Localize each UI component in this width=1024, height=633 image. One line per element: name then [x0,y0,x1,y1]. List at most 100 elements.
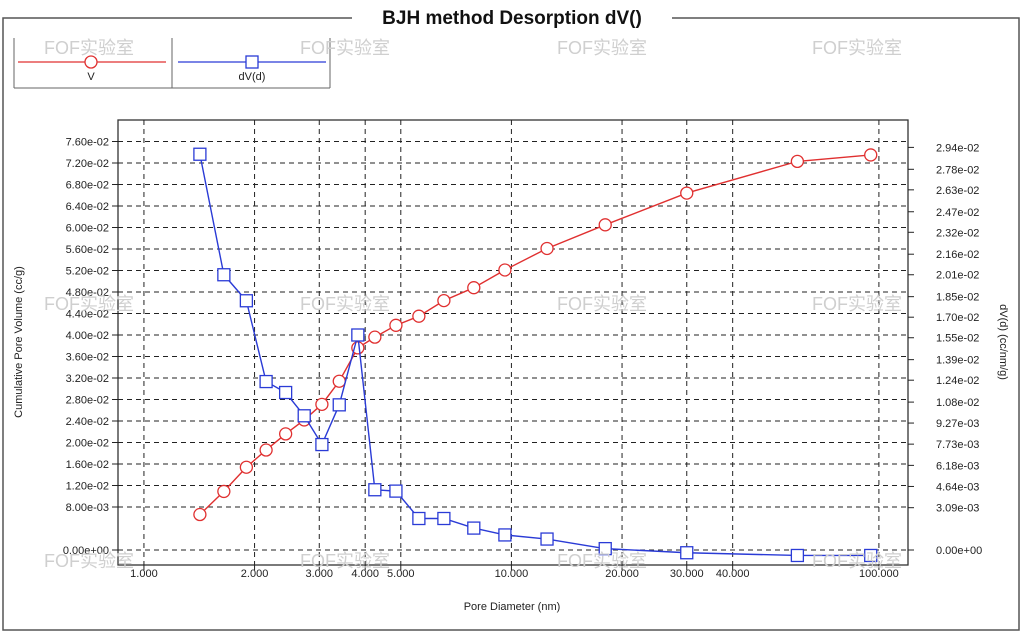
data-point-dvd [467,521,481,535]
x-axis-label: Pore Diameter (nm) [464,601,561,613]
y-axis-right: 0.00e+00 3.09e-03 4.64e-03 6.18e-03 7.73e-03… [908,142,982,557]
y-left-tick-label: 6.80e-02 [66,180,109,192]
legend-v-label: V [87,71,95,83]
y-right-tick-label: 2.78e-02 [936,164,979,176]
watermark: FOF实验室 [812,294,902,314]
y-right-tick-label: 3.09e-03 [936,503,979,515]
x-tick-label: 3.000 [306,568,334,580]
y-right-tick-label: 2.01e-02 [936,270,979,282]
y-right-tick-label: 2.16e-02 [936,249,979,261]
y-left-tick-label: 5.60e-02 [66,244,109,256]
data-point-dvd [498,528,512,542]
y-right-tick-label: 2.47e-02 [936,207,979,219]
legend-item-v: V [18,55,166,83]
watermarks: FOF实验室 FOF实验室 FOF实验室 FOF实验室 FOF实验室 FOF实验… [44,38,902,571]
data-point-dvd [680,546,694,560]
title-background [352,6,672,30]
y-left-tick-label: 1.20e-02 [66,481,109,493]
y-right-tick-label: 1.08e-02 [936,397,979,409]
data-point-dvd [790,548,805,563]
y-left-tick-label: 5.20e-02 [66,266,109,278]
data-point-v [680,186,694,200]
data-point-dvd [315,437,329,452]
legend: V dV(d) [13,38,331,89]
data-point-v [598,218,612,232]
data-point-dvd [437,511,451,526]
y-left-tick-label: 4.40e-02 [66,309,109,321]
x-tick-label: 30.000 [670,568,704,580]
watermark: FOF实验室 [300,38,390,58]
watermark: FOF实验室 [44,294,134,314]
y-left-tick-label: 3.20e-02 [66,373,109,385]
y-left-tick-label: 7.60e-02 [66,137,109,149]
data-point-v [790,154,805,169]
y-right-tick-label: 1.70e-02 [936,312,979,324]
watermark: FOF实验室 [557,551,647,571]
watermark: FOF实验室 [44,38,134,58]
y-axis-left: 0.00e+00 8.00e-03 1.20e-02 1.60e-02 2.00e-02… [63,137,118,557]
data-point-dvd [297,409,311,423]
y-right-tick-label: 9.27e-03 [936,418,979,430]
y-left-tick-label: 3.60e-02 [66,352,109,364]
watermark: FOF实验室 [812,551,902,571]
y-right-tick-label: 2.94e-02 [936,142,979,154]
watermark: FOF实验室 [300,294,390,314]
y-left-tick-label: 0.00e+00 [63,545,109,557]
y-left-tick-label: 2.80e-02 [66,395,109,407]
legend-item-dvd: dV(d) [178,55,326,83]
watermark: FOF实验室 [557,294,647,314]
data-point-v [259,443,273,457]
data-point-v [278,427,293,441]
data-point-v [368,330,382,344]
x-tick-label: 4.000 [351,568,379,580]
data-point-dvd [389,484,403,498]
y-left-tick-label: 2.40e-02 [66,416,109,428]
y-left-tick-label: 7.20e-02 [66,158,109,170]
series-layer [193,147,878,563]
data-point-dvd [540,532,554,546]
watermark: FOF实验室 [557,38,647,58]
y-left-tick-label: 6.00e-02 [66,223,109,235]
x-tick-label: 10.000 [495,568,529,580]
y-left-tick-label: 4.80e-02 [66,287,109,299]
data-point-v [437,293,451,308]
y-right-tick-label: 1.39e-02 [936,355,979,367]
y-right-tick-label: 2.32e-02 [936,227,979,239]
data-point-v [332,374,346,388]
data-point-dvd [368,483,382,497]
data-point-v [498,263,512,277]
data-point-dvd [217,268,231,282]
data-point-v [467,281,481,295]
watermark: FOF实验室 [812,38,902,58]
data-point-v [217,484,231,499]
grid-horizontal [118,141,908,551]
data-point-dvd [259,374,273,389]
y-right-tick-label: 1.55e-02 [936,333,979,345]
data-point-v [389,318,403,332]
x-tick-label: 1.000 [130,568,158,580]
x-axis: 1.000 2.000 3.000 4.000 5.000 10.000 20.000 30.… [130,565,899,580]
data-point-dvd [351,328,365,342]
legend-dvd-label: dV(d) [239,71,266,83]
data-point-v [193,507,207,522]
y-left-tick-label: 4.00e-02 [66,330,109,342]
y-right-tick-label: 0.00e+00 [936,545,982,557]
y-right-tick-label: 7.73e-03 [936,439,979,451]
data-point-dvd [864,548,878,563]
legend-dvd-marker [245,55,259,69]
watermark: FOF实验室 [300,551,390,571]
data-point-v [239,460,254,474]
x-tick-label: 2.000 [241,568,269,580]
y-right-tick-label: 6.18e-03 [936,460,979,472]
y-left-tick-label: 2.00e-02 [66,438,109,450]
y-right-tick-label: 1.85e-02 [936,292,979,304]
x-tick-label: 40.000 [716,568,750,580]
y-axis-left-label: Cumulative Pore Volume (cc/g) [13,266,25,418]
data-point-dvd [239,294,254,308]
data-point-dvd [412,511,426,526]
y-right-tick-label: 2.63e-02 [936,185,979,197]
data-point-v [315,397,329,411]
x-tick-label: 100.000 [859,568,899,580]
data-point-v [412,309,426,323]
